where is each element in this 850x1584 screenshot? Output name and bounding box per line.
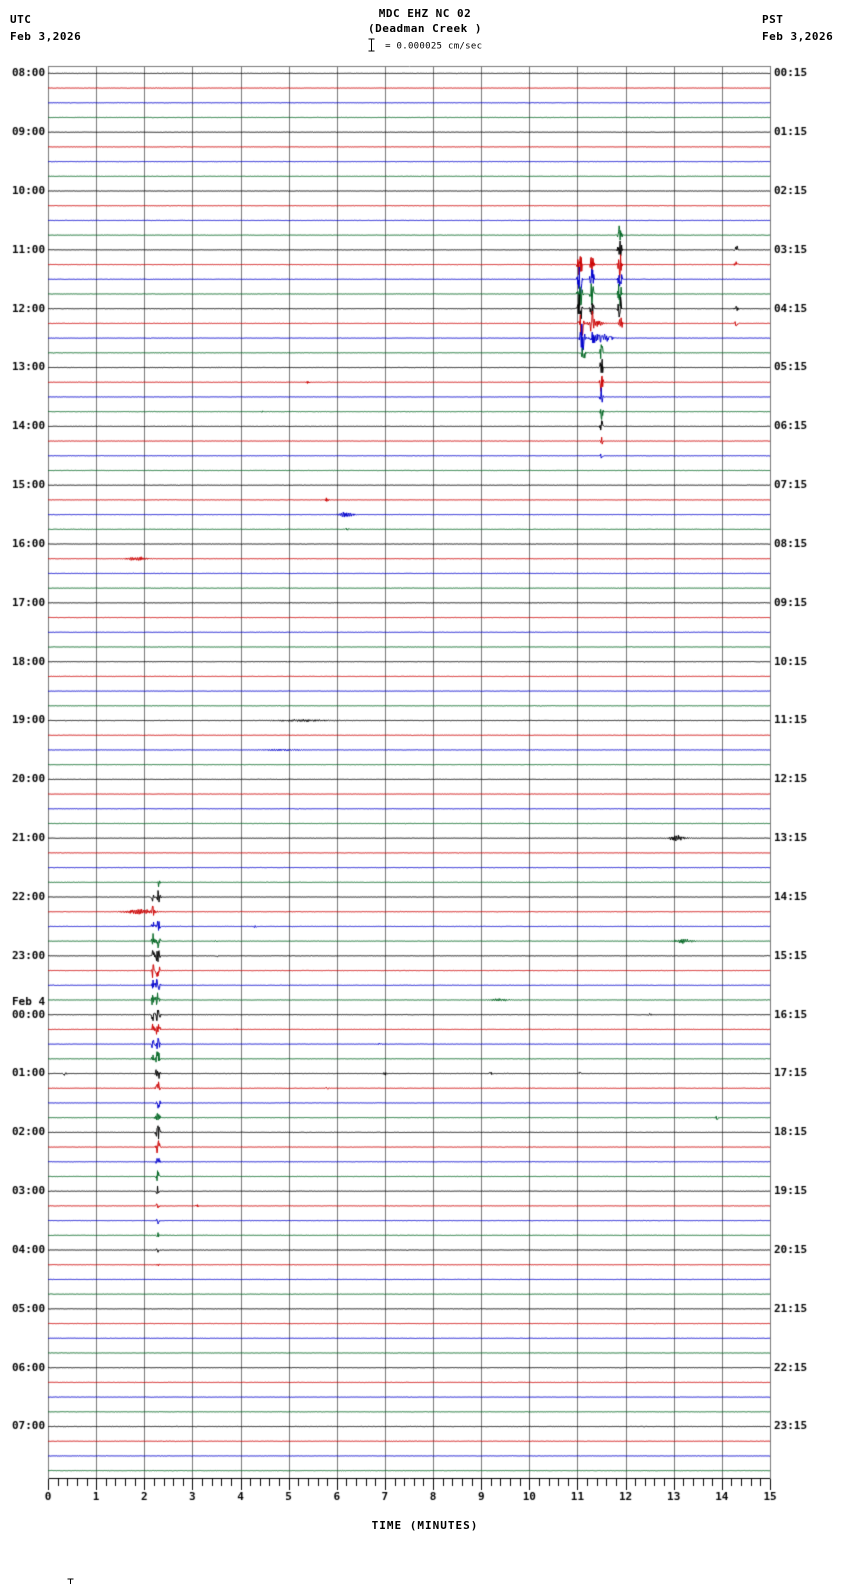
x-axis-title: TIME (MINUTES): [371, 1519, 479, 1532]
footer-scale-legend: = 0.000025 cm/sec = 25 microvolts: [8, 1558, 248, 1584]
footer-scale-bar-icon: [33, 1568, 74, 1584]
